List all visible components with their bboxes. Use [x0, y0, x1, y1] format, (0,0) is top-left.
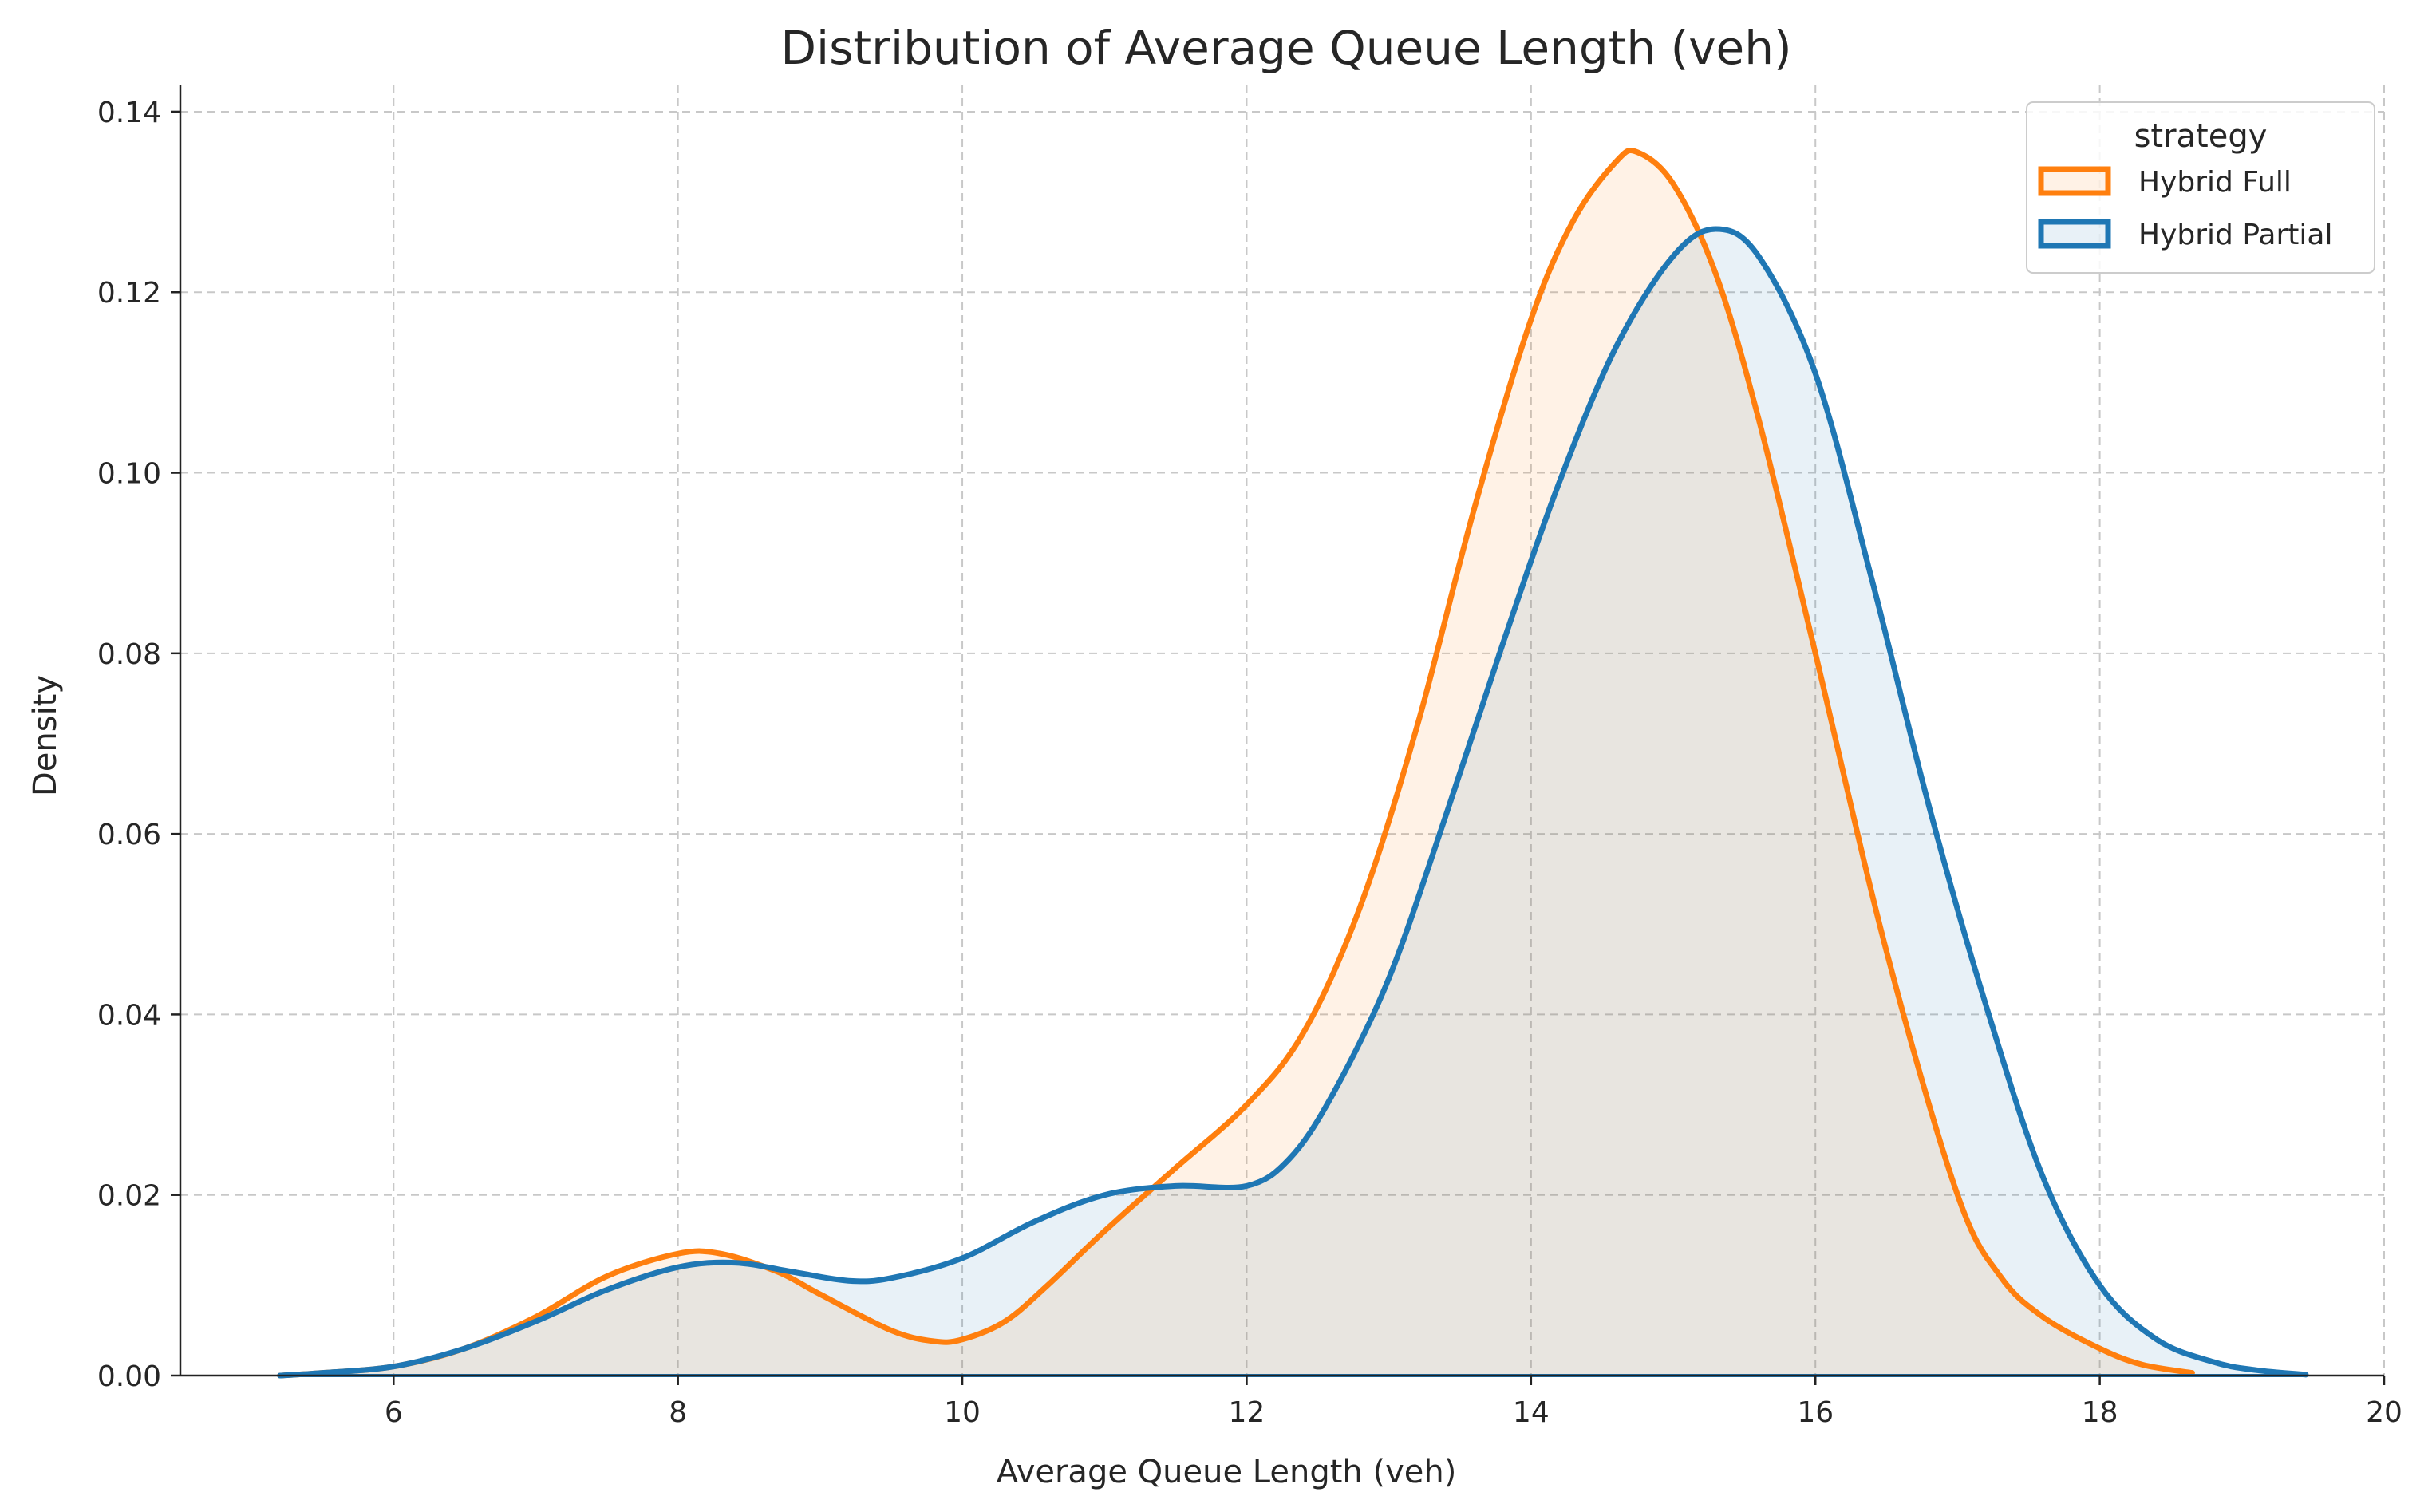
y-tick-label: 0.04 — [97, 999, 161, 1032]
legend-label-hybrid-full: Hybrid Full — [2138, 166, 2292, 199]
chart-title: Distribution of Average Queue Length (ve… — [780, 21, 1791, 75]
density-line-hybrid-full — [277, 148, 2195, 1379]
x-tick-label: 8 — [669, 1396, 687, 1429]
x-tick-label: 20 — [2366, 1396, 2402, 1429]
y-tick-label: 0.02 — [97, 1180, 161, 1213]
density-line-hybrid-partial — [277, 226, 2309, 1379]
legend-label-hybrid-partial: Hybrid Partial — [2138, 219, 2332, 251]
y-tick-label: 0.10 — [97, 458, 161, 491]
legend: strategy Hybrid Full Hybrid Partial — [2026, 101, 2375, 274]
x-tick-label: 18 — [2082, 1396, 2118, 1429]
density-fill-hybrid-full — [279, 150, 2193, 1376]
x-tick-label: 6 — [385, 1396, 403, 1429]
ticks: 6 8 10 12 14 16 18 20 0.00 0.02 0.04 0.06 0.08 0.10 0.… — [97, 97, 2402, 1429]
x-tick-label: 10 — [944, 1396, 981, 1429]
density-fill-hybrid-partial — [279, 229, 2306, 1376]
axes — [179, 85, 2384, 1377]
y-tick-label: 0.08 — [97, 638, 161, 671]
legend-swatch-hybrid-partial — [2038, 219, 2111, 249]
legend-swatch-hybrid-full — [2038, 166, 2111, 196]
y-tick-label: 0.14 — [97, 97, 161, 129]
legend-frame — [2026, 101, 2375, 274]
grid — [180, 85, 2385, 1376]
y-tick-label: 0.12 — [97, 277, 161, 310]
density-curves — [277, 148, 2309, 1379]
x-axis-label: Average Queue Length (veh) — [997, 1454, 1457, 1490]
x-tick-label: 16 — [1797, 1396, 1834, 1429]
legend-entries: Hybrid Full Hybrid Partial — [2038, 166, 2332, 251]
x-tick-label: 12 — [1229, 1396, 1265, 1429]
x-tick-label: 14 — [1513, 1396, 1550, 1429]
y-tick-label: 0.06 — [97, 819, 161, 851]
y-axis-label: Density — [27, 675, 64, 796]
legend-title: strategy — [2134, 118, 2268, 155]
y-tick-label: 0.00 — [97, 1360, 161, 1393]
